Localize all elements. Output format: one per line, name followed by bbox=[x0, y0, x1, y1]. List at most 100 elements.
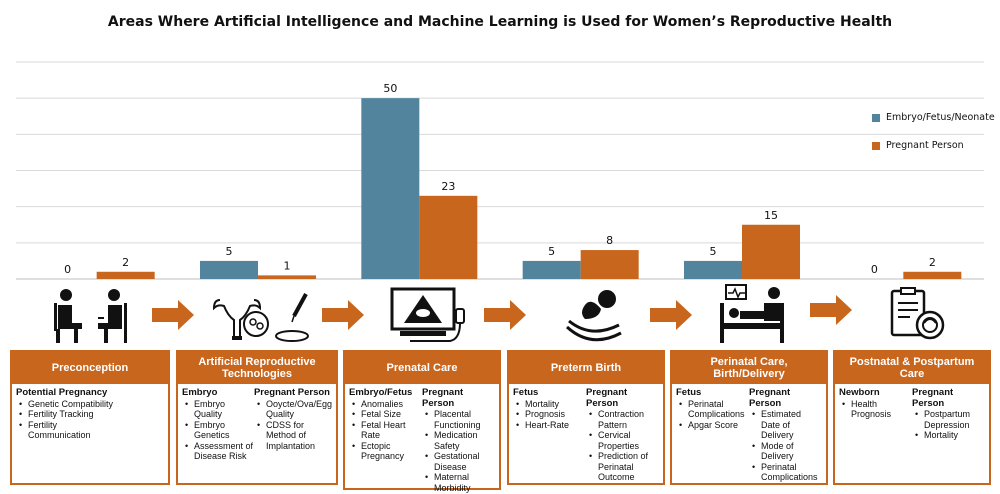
chart-title: Areas Where Artificial Intelligence and … bbox=[107, 14, 893, 30]
card-column: Newborn Health Prognosis bbox=[839, 387, 912, 441]
newborn-hands-icon bbox=[565, 287, 625, 348]
list-item: Placental Functioning bbox=[422, 409, 484, 430]
card-column: Pregnant Person Ooycte/Ova/Egg Quality C… bbox=[253, 387, 332, 462]
list-item: Mortality bbox=[513, 399, 586, 410]
bar-embryo-4 bbox=[684, 260, 742, 279]
hospital-bed-icon bbox=[718, 283, 790, 352]
list-item: Mortality bbox=[912, 430, 985, 441]
card-column: Fetus Mortality Prognosis Heart-Rate bbox=[513, 387, 586, 483]
card-title: Postnatal & Postpartum Care bbox=[835, 352, 989, 384]
bar-pregnant-2 bbox=[419, 195, 478, 279]
card-title: Preterm Birth bbox=[509, 352, 663, 384]
data-label: 5 bbox=[226, 245, 233, 258]
list-item: Genetic Compatibility bbox=[16, 399, 164, 410]
arrow-right-icon bbox=[322, 300, 364, 330]
column-heading: Embryo bbox=[182, 387, 218, 398]
column-heading: Fetus bbox=[513, 387, 539, 398]
bar-pregnant-5 bbox=[903, 271, 962, 279]
card-column: Pregnant Person Estimated Date of Delive… bbox=[749, 387, 822, 483]
arrow-right-icon bbox=[484, 300, 526, 330]
legend-swatch-pregnant bbox=[872, 141, 880, 150]
data-label: 0 bbox=[871, 263, 878, 276]
bar-pregnant-3 bbox=[580, 250, 639, 279]
column-heading: Pregnant Person bbox=[586, 387, 628, 409]
list-item: Health Prognosis bbox=[839, 399, 891, 420]
arrow-right-icon bbox=[650, 300, 692, 330]
card-preconception: Preconception Potential Pregnancy Geneti… bbox=[10, 350, 170, 485]
card-postnatal: Postnatal & Postpartum Care Newborn Heal… bbox=[833, 350, 991, 485]
list-item: Perinatal Complications bbox=[676, 399, 745, 420]
data-label: 15 bbox=[764, 209, 778, 222]
card-art: Artificial Reproductive Technologies Emb… bbox=[176, 350, 338, 485]
legend-entry-pregnant: Pregnant Person bbox=[872, 140, 964, 151]
bar-embryo-1 bbox=[200, 260, 258, 279]
card-column: Embryo/Fetus Anomalies Fetal Size Fetal … bbox=[349, 387, 422, 493]
arrow-right-icon bbox=[152, 300, 194, 330]
list-item: Embryo Genetics bbox=[182, 420, 240, 441]
list-item: Perinatal Complications bbox=[749, 462, 821, 483]
legend-label-pregnant: Pregnant Person bbox=[886, 140, 964, 151]
column-heading: Fetus bbox=[676, 387, 702, 398]
postpartum-clipboard-icon bbox=[888, 287, 948, 348]
column-heading: Pregnant Person bbox=[749, 387, 791, 409]
arrow-right-icon bbox=[810, 295, 852, 325]
list-item: Prognosis bbox=[513, 409, 586, 420]
list-item: Gestational Disease bbox=[422, 451, 484, 472]
card-column: Potential Pregnancy Genetic Compatibilit… bbox=[16, 387, 164, 441]
list-item: Postpartum Depression bbox=[912, 409, 978, 430]
column-heading: Pregnant Person bbox=[912, 387, 954, 409]
legend-label-embryo: Embryo/Fetus/Neonate bbox=[886, 112, 995, 123]
data-label: 1 bbox=[284, 259, 291, 272]
list-item: CDSS for Method of Implantation bbox=[254, 420, 332, 452]
list-item: Assessment of Disease Risk bbox=[182, 441, 254, 462]
data-label: 50 bbox=[383, 82, 397, 95]
reproductive-lab-icon bbox=[210, 290, 320, 351]
data-label: 2 bbox=[929, 256, 936, 269]
list-item: Anomalies bbox=[349, 399, 422, 410]
list-item: Contraction Pattern bbox=[586, 409, 648, 430]
data-label: 0 bbox=[64, 263, 71, 276]
list-item: Estimated Date of Delivery bbox=[749, 409, 821, 441]
data-label: 2 bbox=[122, 256, 129, 269]
bar-pregnant-0 bbox=[96, 271, 155, 279]
ultrasound-icon bbox=[390, 287, 470, 352]
bar-pregnant-4 bbox=[742, 224, 800, 279]
list-item: Ectopic Pregnancy bbox=[349, 441, 409, 462]
card-column: Embryo Embryo Quality Embryo Genetics As… bbox=[182, 387, 254, 462]
card-column: Pregnant Person Postpartum Depression Mo… bbox=[912, 387, 985, 441]
list-item: Maternal Morbidity bbox=[422, 472, 484, 493]
legend-swatch-embryo bbox=[872, 113, 880, 122]
card-title: Preconception bbox=[12, 352, 168, 384]
column-heading: Embryo/Fetus bbox=[349, 387, 413, 398]
card-title: Artificial Reproductive Technologies bbox=[178, 352, 336, 384]
card-perinatal: Perinatal Care, Birth/Delivery Fetus Per… bbox=[670, 350, 828, 485]
bar-embryo-2 bbox=[361, 98, 420, 280]
list-item: Heart-Rate bbox=[513, 420, 586, 431]
list-item: Fetal Size bbox=[349, 409, 422, 420]
card-column: Pregnant Person Placental Functioning Me… bbox=[422, 387, 495, 493]
column-heading: Pregnant Person bbox=[422, 387, 464, 409]
list-item: Embryo Quality bbox=[182, 399, 254, 420]
card-column: Fetus Perinatal Complications Apgar Scor… bbox=[676, 387, 749, 483]
column-heading: Newborn bbox=[839, 387, 880, 398]
list-item: Fetal Heart Rate bbox=[349, 420, 422, 441]
consultation-icon bbox=[52, 287, 132, 352]
data-label: 5 bbox=[548, 245, 555, 258]
card-column: Pregnant Person Contraction Pattern Cerv… bbox=[586, 387, 659, 483]
list-item: Ooycte/Ova/Egg Quality bbox=[254, 399, 332, 420]
list-item: Prediction of Perinatal Outcome bbox=[586, 451, 652, 483]
card-title: Prenatal Care bbox=[345, 352, 499, 384]
list-item: Medication Safety bbox=[422, 430, 484, 451]
data-label: 23 bbox=[441, 180, 455, 193]
data-label: 8 bbox=[606, 234, 613, 247]
legend-entry-embryo: Embryo/Fetus/Neonate bbox=[872, 112, 995, 123]
list-item: Mode of Delivery bbox=[749, 441, 822, 462]
column-heading: Pregnant Person bbox=[253, 387, 330, 398]
list-item: Apgar Score bbox=[676, 420, 749, 431]
bar-embryo-3 bbox=[522, 260, 581, 279]
card-prenatal: Prenatal Care Embryo/Fetus Anomalies Fet… bbox=[343, 350, 501, 493]
list-item: Cervical Properties bbox=[586, 430, 648, 451]
card-preterm: Preterm Birth Fetus Mortality Prognosis … bbox=[507, 350, 665, 485]
card-title: Perinatal Care, Birth/Delivery bbox=[672, 352, 826, 384]
